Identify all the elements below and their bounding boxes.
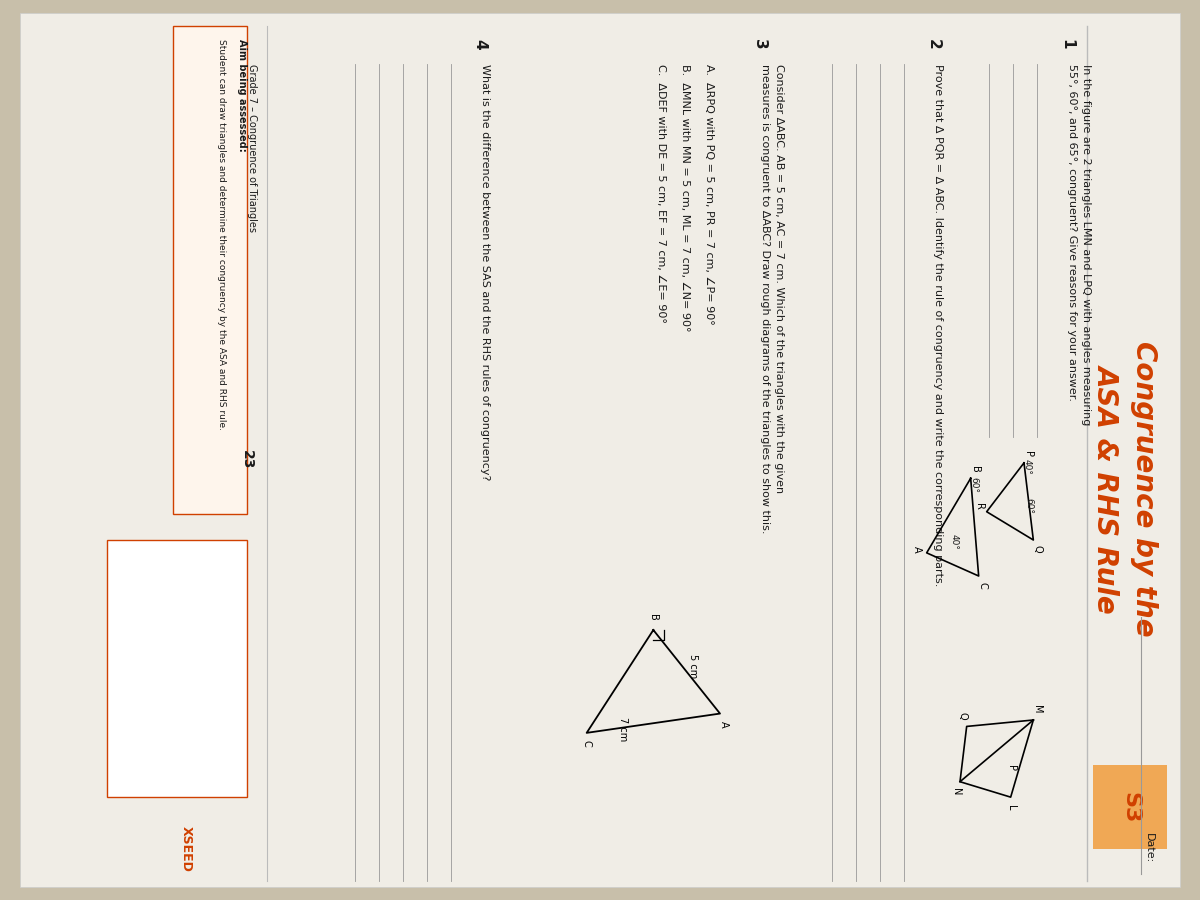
Polygon shape xyxy=(0,0,1200,13)
Text: 60°: 60° xyxy=(1024,498,1033,514)
Text: Q: Q xyxy=(1032,545,1043,553)
Text: A: A xyxy=(912,545,923,553)
Text: Congruence by the: Congruence by the xyxy=(1130,341,1158,636)
Text: B: B xyxy=(970,466,979,472)
Text: Q: Q xyxy=(958,712,967,720)
Text: Student can draw triangles and determine their congruency by the ASA and RHS rul: Student can draw triangles and determine… xyxy=(217,39,227,429)
Text: 40°: 40° xyxy=(1022,459,1032,475)
Text: 40°: 40° xyxy=(949,534,959,550)
Text: XSEED: XSEED xyxy=(180,825,193,871)
Text: L: L xyxy=(1006,805,1015,810)
Text: A.  ΔRPQ with PQ = 5 cm, PR = 7 cm, ∠P= 90°: A. ΔRPQ with PQ = 5 cm, PR = 7 cm, ∠P= 9… xyxy=(704,64,714,325)
Polygon shape xyxy=(20,13,1180,887)
Text: 2: 2 xyxy=(926,39,941,50)
Text: 60°: 60° xyxy=(970,477,978,493)
Text: C.  ΔDEF with DE = 5 cm, EF = 7 cm, ∠E= 90°: C. ΔDEF with DE = 5 cm, EF = 7 cm, ∠E= 9… xyxy=(656,64,666,323)
Text: B.  ΔMNL with MN = 5 cm, ML = 7 cm, ∠N= 90°: B. ΔMNL with MN = 5 cm, ML = 7 cm, ∠N= 9… xyxy=(680,64,690,332)
Text: C: C xyxy=(582,740,592,746)
Text: 5 cm: 5 cm xyxy=(689,654,698,678)
Polygon shape xyxy=(107,540,247,797)
Text: S3: S3 xyxy=(1121,792,1141,824)
Text: A: A xyxy=(719,721,730,727)
Text: R: R xyxy=(973,503,984,510)
Text: Grade 7 – Congruence of Triangles: Grade 7 – Congruence of Triangles xyxy=(247,64,257,232)
Text: C: C xyxy=(978,581,988,589)
Text: Prove that Δ PQR = Δ ABC. Identify the rule of congruency and write the correspo: Prove that Δ PQR = Δ ABC. Identify the r… xyxy=(934,64,943,587)
Text: ASA & RHS Rule: ASA & RHS Rule xyxy=(1093,364,1121,613)
Text: What is the difference between the SAS and the RHS rules of congruency?: What is the difference between the SAS a… xyxy=(480,64,490,481)
Text: M: M xyxy=(1032,706,1043,714)
Text: P: P xyxy=(1006,765,1015,770)
Text: 4: 4 xyxy=(473,39,487,50)
Polygon shape xyxy=(1093,765,1166,849)
Text: Date:: Date: xyxy=(1144,833,1154,864)
Text: 1: 1 xyxy=(1060,39,1074,50)
Text: Aim being assessed:: Aim being assessed: xyxy=(238,39,247,151)
Text: 7 cm: 7 cm xyxy=(618,717,628,741)
Text: B: B xyxy=(648,614,659,620)
Text: P: P xyxy=(1022,451,1033,457)
Polygon shape xyxy=(173,26,247,514)
Text: 23: 23 xyxy=(240,450,253,470)
Text: N: N xyxy=(952,788,961,796)
Text: In the figure are 2 triangles LMN and LPQ with angles measuring
55°, 60°, and 65: In the figure are 2 triangles LMN and LP… xyxy=(1067,64,1091,426)
Text: Consider ΔABC. AB = 5 cm, AC = 7 cm. Which of the triangles with the given
measu: Consider ΔABC. AB = 5 cm, AC = 7 cm. Whi… xyxy=(760,64,784,534)
Text: 3: 3 xyxy=(752,39,768,50)
